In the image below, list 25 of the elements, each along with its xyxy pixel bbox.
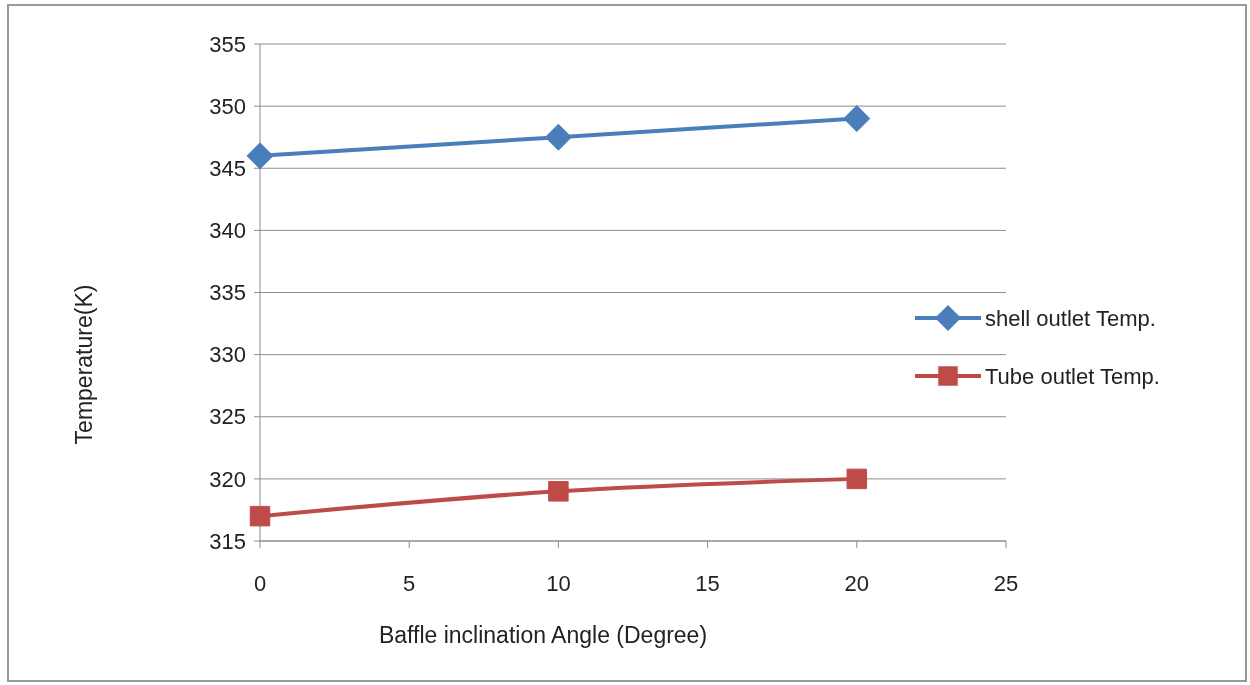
point <box>544 123 572 151</box>
y-tick-label: 340 <box>209 218 246 244</box>
x-tick-label: 5 <box>403 571 416 596</box>
point <box>246 142 274 170</box>
point <box>249 505 271 527</box>
y-tick-label: 335 <box>209 280 246 306</box>
x-tick-label: 25 <box>993 571 1019 596</box>
x-axis-title: Baffle inclination Angle (Degree) <box>378 622 708 648</box>
y-tick-label: 315 <box>209 528 246 554</box>
point <box>846 468 868 490</box>
y-tick-label: 320 <box>209 466 246 492</box>
x-tick-label: 0 <box>253 571 267 596</box>
x-tick-label: 20 <box>844 571 870 596</box>
y-tick-label: 350 <box>209 93 246 119</box>
x-tick-label: 10 <box>546 571 571 596</box>
legend-label: shell outlet Temp. <box>985 305 1156 331</box>
y-axis-title: Temperature(K) <box>71 284 97 445</box>
point <box>548 481 569 502</box>
y-tick-label: 355 <box>209 31 246 57</box>
y-tick-label: 325 <box>209 404 246 430</box>
y-tick-label: 345 <box>209 155 246 181</box>
y-tick-label: 330 <box>209 342 246 368</box>
legend-label: Tube outlet Temp. <box>985 363 1160 389</box>
point <box>843 105 871 133</box>
x-tick-label: 15 <box>695 571 720 596</box>
